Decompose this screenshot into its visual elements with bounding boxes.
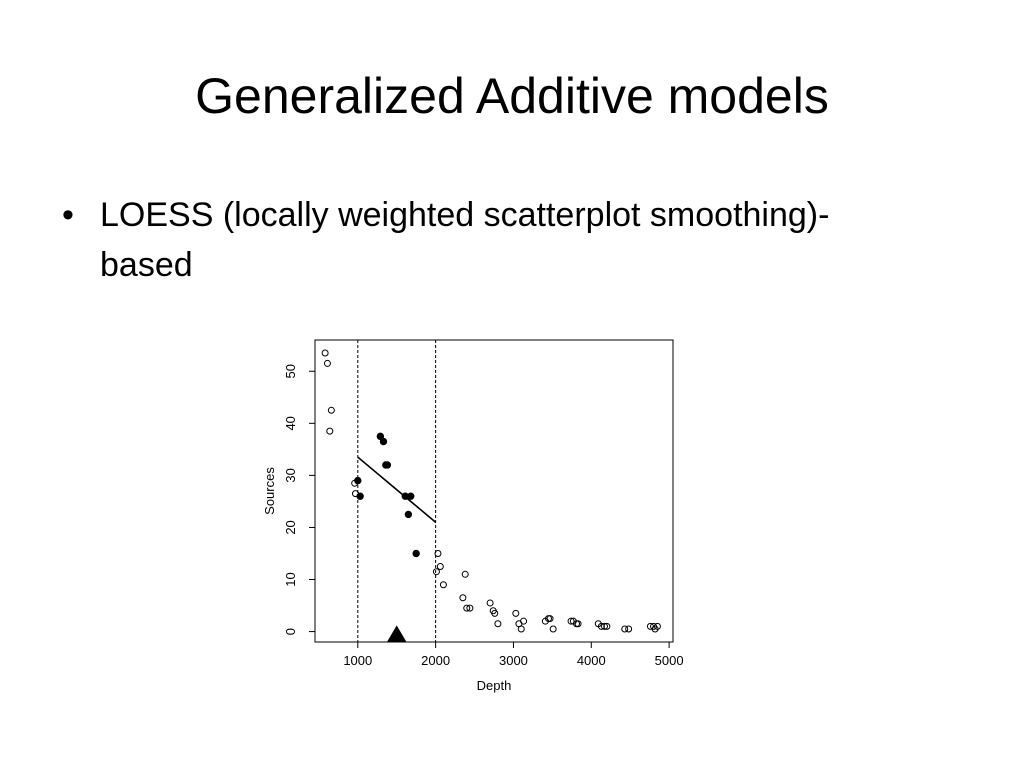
filled-data-point bbox=[407, 492, 415, 500]
open-data-point bbox=[549, 625, 557, 633]
y-tick-label: 20 bbox=[283, 520, 298, 534]
x-axis-label: Depth bbox=[477, 678, 512, 693]
open-data-point bbox=[517, 625, 525, 633]
x-tick-label: 1000 bbox=[343, 653, 372, 668]
open-data-point bbox=[323, 359, 331, 367]
filled-data-point bbox=[354, 476, 362, 485]
open-data-point bbox=[597, 622, 605, 630]
open-data-point bbox=[621, 625, 629, 633]
filled-data-point bbox=[383, 461, 392, 469]
loess-fit-line bbox=[357, 456, 437, 523]
y-tick-label: 40 bbox=[283, 416, 298, 430]
chart-svg: 1000 2000 3000 4000 5000 0 10 20 30 40 50 Depth S… bbox=[262, 339, 684, 693]
x-tick-label: 3000 bbox=[499, 653, 528, 668]
open-data-point bbox=[653, 622, 661, 630]
open-data-point bbox=[603, 622, 611, 630]
open-data-point bbox=[434, 549, 442, 557]
open-data-point bbox=[546, 615, 554, 623]
slide-title: Generalized Additive models bbox=[195, 68, 829, 124]
bullet-item: • LOESS (locally weighted scatterplot sm… bbox=[62, 190, 922, 290]
x-tick-label: 2000 bbox=[421, 653, 450, 668]
loess-chart: 1000 2000 3000 4000 5000 0 10 20 30 40 50 Depth S… bbox=[255, 335, 700, 700]
open-data-point bbox=[459, 594, 467, 602]
open-data-point bbox=[567, 617, 575, 625]
open-data-point bbox=[439, 581, 447, 589]
open-data-point bbox=[574, 620, 582, 628]
open-data-point bbox=[601, 622, 609, 630]
y-tick-label: 50 bbox=[283, 364, 298, 378]
y-tick-label: 0 bbox=[283, 628, 298, 635]
open-data-point bbox=[625, 625, 633, 633]
bullet-list: • LOESS (locally weighted scatterplot sm… bbox=[62, 190, 922, 290]
x-tick-label: 5000 bbox=[655, 653, 684, 668]
open-data-point bbox=[463, 604, 471, 612]
filled-data-point bbox=[379, 437, 388, 446]
y-tick-label: 30 bbox=[283, 468, 298, 482]
open-data-point bbox=[436, 563, 444, 570]
bullet-text: LOESS (locally weighted scatterplot smoo… bbox=[100, 196, 830, 284]
triangle-marker bbox=[386, 625, 407, 643]
plot-frame bbox=[314, 339, 674, 643]
open-data-point bbox=[494, 620, 502, 628]
open-data-point bbox=[512, 609, 520, 617]
open-data-point bbox=[466, 604, 474, 612]
y-axis-label: Sources bbox=[262, 467, 277, 515]
open-data-point bbox=[520, 617, 528, 625]
open-data-point bbox=[461, 570, 469, 578]
open-data-point bbox=[432, 568, 440, 576]
filled-data-point bbox=[404, 510, 413, 519]
open-data-point bbox=[326, 427, 334, 435]
open-data-point bbox=[491, 609, 499, 617]
y-tick-label: 10 bbox=[283, 572, 298, 586]
filled-data-point bbox=[412, 549, 420, 558]
open-data-point bbox=[327, 406, 335, 414]
open-data-point bbox=[321, 349, 329, 357]
filled-data-point bbox=[376, 432, 385, 441]
x-tick-label: 4000 bbox=[577, 653, 606, 668]
open-data-point bbox=[486, 599, 494, 607]
filled-data-point bbox=[356, 492, 364, 500]
bullet-symbol: • bbox=[62, 196, 74, 234]
